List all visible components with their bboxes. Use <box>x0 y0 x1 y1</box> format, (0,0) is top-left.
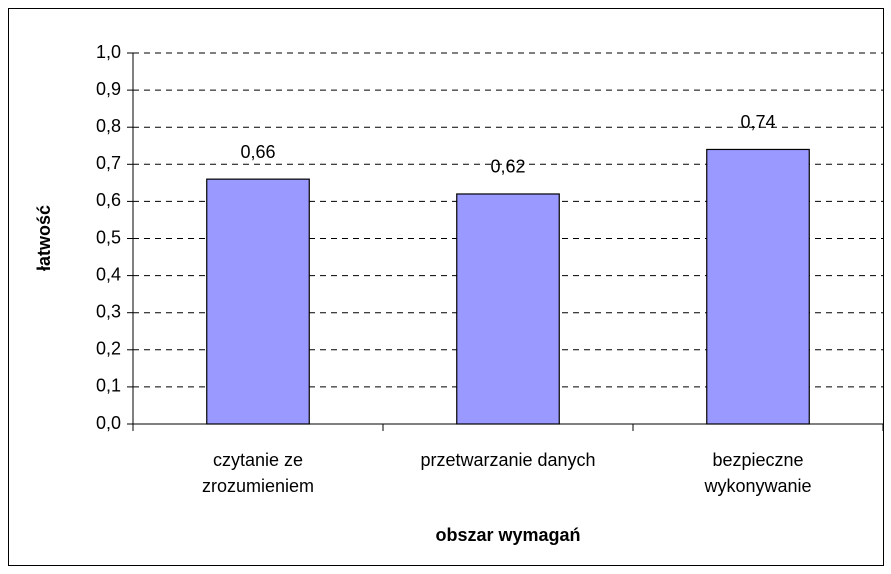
y-tick-label: 0,8 <box>96 116 121 136</box>
y-tick-label: 0,0 <box>96 413 121 433</box>
x-tick-label: czytanie ze zrozumieniem <box>201 450 315 496</box>
y-tick-label: 0,1 <box>96 376 121 396</box>
y-tick-label: 0,7 <box>96 153 121 173</box>
bar <box>456 193 560 425</box>
data-label: 0,74 <box>740 112 775 132</box>
y-tick-label: 0,9 <box>96 79 121 99</box>
x-tick-label: przetwarzanie danych <box>420 450 596 470</box>
y-tick-label: 0,4 <box>96 264 121 284</box>
data-label: 0,62 <box>490 157 525 177</box>
x-tick-label: bezpieczne wykonywanie <box>704 450 812 496</box>
y-tick-label: 0,2 <box>96 339 121 359</box>
y-tick-label: 0,5 <box>96 227 121 247</box>
x-axis-title: obszar wymagań <box>435 525 580 545</box>
y-axis-title: łatwość <box>34 205 54 271</box>
bar <box>206 178 310 425</box>
y-tick-label: 1,0 <box>96 42 121 62</box>
y-tick-label: 0,3 <box>96 301 121 321</box>
bar <box>706 148 810 425</box>
data-label: 0,66 <box>240 142 275 162</box>
y-tick-label: 0,6 <box>96 190 121 210</box>
